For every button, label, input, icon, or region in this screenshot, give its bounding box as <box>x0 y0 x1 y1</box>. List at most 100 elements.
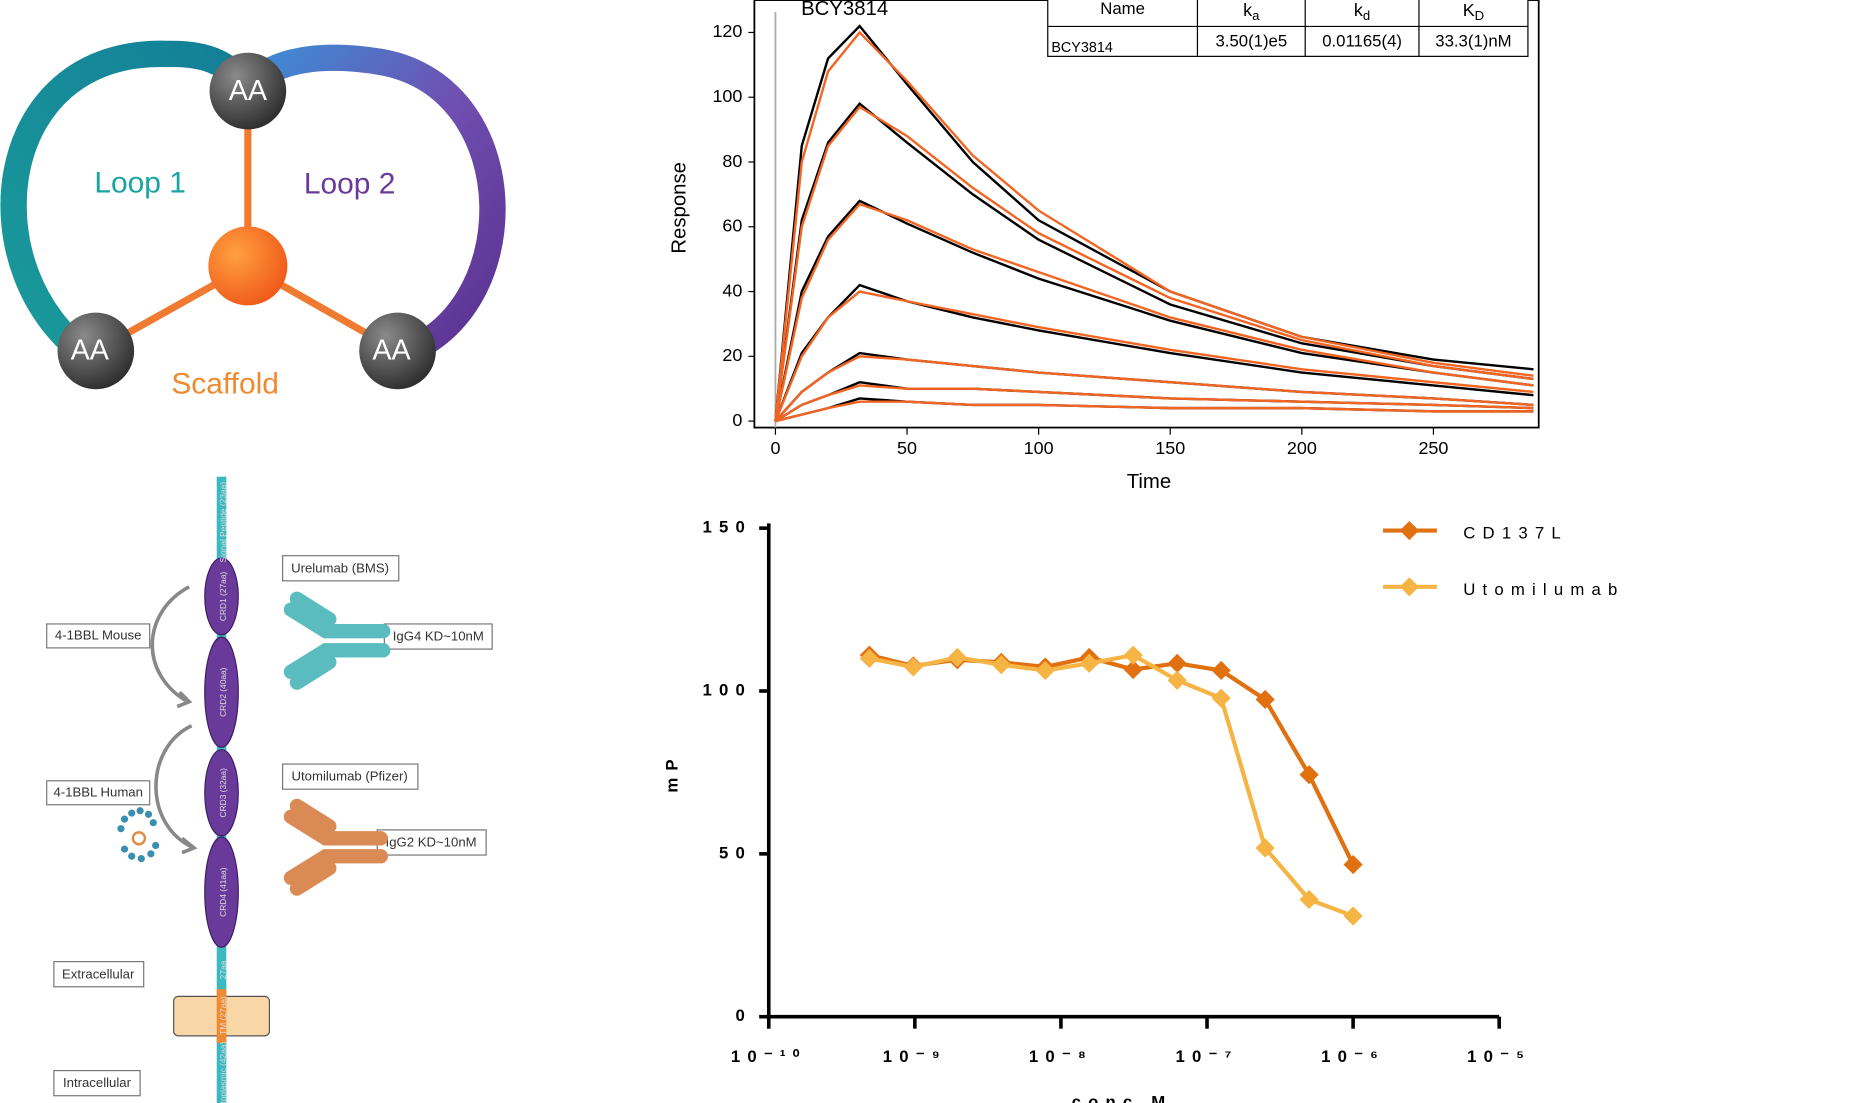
table-cell: 3.50(1)e5 <box>1215 31 1287 50</box>
domain-label: CRD3 (32aa) <box>218 768 228 818</box>
y-tick-label: 120 <box>712 21 742 41</box>
y-tick-label: 40 <box>722 280 742 300</box>
antibody <box>283 798 388 896</box>
scaffold-bonds <box>94 91 400 355</box>
point <box>1255 838 1275 858</box>
legend-label: CD137L <box>1463 524 1568 543</box>
x-tick-label: 150 <box>1155 438 1185 458</box>
x-axis-title: conc M <box>1072 1092 1173 1103</box>
header-subscript: a <box>1252 8 1260 23</box>
series-line <box>775 400 1534 423</box>
series-line <box>868 652 1354 919</box>
box-label: IgG4 KD~10nM <box>393 629 484 644</box>
domain-label: CRD4 (41aa) <box>218 867 228 917</box>
aa-node <box>209 52 287 130</box>
x-tick-label: 0 <box>770 438 780 458</box>
x-tick-label: 50 <box>897 438 917 458</box>
header-symbol: K <box>1463 0 1475 20</box>
point <box>947 647 967 668</box>
y-tick-label: 80 <box>722 151 742 171</box>
aa-label: AA <box>372 335 411 367</box>
y-axis-title: Response <box>669 162 691 254</box>
annotation: BCY3814 <box>801 0 888 20</box>
point <box>1079 653 1099 673</box>
domain-label: CRD1 (27aa) <box>218 572 228 622</box>
domain-label: TM (27aa) <box>218 996 228 1035</box>
box-label: IgG2 KD~10nM <box>386 835 477 850</box>
table-frame <box>1047 0 1529 57</box>
point <box>1167 670 1187 690</box>
y-tick-label: 20 <box>722 345 742 365</box>
table-header: KD <box>1463 0 1485 23</box>
label-boxes: 4-1BBL Mouse 4-1BBL Human Extracellular … <box>46 555 493 1097</box>
y-tick-label: 0 <box>732 410 742 430</box>
loop2-arc <box>235 44 506 369</box>
series-line <box>774 105 1534 422</box>
domain-label: CRD2 (40aa) <box>218 667 228 717</box>
aa-label: AA <box>71 335 110 367</box>
series-line <box>774 102 1534 422</box>
domain-labels: Signal Peptide (23aa) CRD1 (27aa) CRD2 (… <box>218 482 228 1103</box>
loop1-arc <box>0 40 258 368</box>
x-tick-label: 10⁻¹⁰ <box>731 1047 807 1066</box>
series-line <box>774 355 1534 422</box>
domain-label: Signal Peptide (23aa) <box>218 482 228 563</box>
legend-marker <box>1399 577 1419 597</box>
series-line <box>774 384 1534 423</box>
table-header: Name <box>1100 0 1145 18</box>
series-line <box>774 24 1534 422</box>
x-tick-label: 10⁻⁸ <box>1029 1047 1093 1066</box>
point <box>903 657 923 677</box>
point <box>1343 855 1363 875</box>
point <box>1299 889 1319 910</box>
table-cell: 0.01165(4) <box>1322 31 1402 50</box>
scaffold-core <box>208 226 288 306</box>
legend-marker <box>1399 520 1419 541</box>
legend-label: Utomilumab <box>1463 580 1624 599</box>
loop-label: Loop 2 <box>304 168 396 201</box>
domain-label: Cytoplasmic (42aa) <box>218 1041 228 1103</box>
y-tick-label: 100 <box>712 86 742 106</box>
header-symbol: k <box>1354 0 1363 20</box>
y-axis-title: mP <box>662 752 681 792</box>
table-cell: 33.3(1)nM <box>1435 31 1511 50</box>
x-tick-label: 10⁻⁵ <box>1467 1047 1531 1066</box>
point <box>991 655 1011 675</box>
bicycle-diagram: AA AA AA Loop 1 Loop 2 Scaffold <box>0 40 506 401</box>
box-label: Utomilumab (Pfizer) <box>292 769 408 784</box>
series-line <box>774 199 1534 422</box>
point <box>1035 660 1055 681</box>
peptide-icon <box>117 807 160 863</box>
point <box>1211 688 1231 708</box>
box-label: 4-1BBL Mouse <box>55 627 142 642</box>
x-tick-label: 10⁻⁷ <box>1175 1047 1238 1066</box>
point <box>1299 765 1319 785</box>
box-label: Intracellular <box>63 1075 132 1090</box>
loop-label: Loop 1 <box>94 166 186 199</box>
antibody <box>283 591 391 690</box>
receptor-diagram: Signal Peptide (23aa) CRD1 (27aa) CRD2 (… <box>46 476 493 1103</box>
y-tick-label: 150 <box>702 518 752 537</box>
point <box>1343 906 1363 926</box>
y-tick-label: 50 <box>719 843 752 862</box>
table-header: ka <box>1243 0 1260 23</box>
series-line <box>868 653 1355 866</box>
point <box>1167 653 1187 673</box>
point <box>1255 689 1275 710</box>
point <box>1211 660 1231 681</box>
x-tick-label: 200 <box>1287 438 1317 458</box>
y-tick-label: 0 <box>735 1006 752 1025</box>
tm-segment <box>216 989 227 1044</box>
header-subscript: D <box>1475 8 1485 23</box>
domain-label: 27aa <box>218 960 228 979</box>
x-tick-label: 10⁻⁹ <box>883 1047 947 1066</box>
aa-label: AA <box>229 75 268 107</box>
box-label: Urelumab (BMS) <box>291 560 389 575</box>
series-line <box>774 290 1534 422</box>
point <box>859 648 879 669</box>
chart: 0 20 40 60 80 100 120 0 50 100 150 200 250 Time Respon… <box>669 0 1540 493</box>
scaffold-label: Scaffold <box>171 368 279 401</box>
series-line <box>774 202 1534 422</box>
